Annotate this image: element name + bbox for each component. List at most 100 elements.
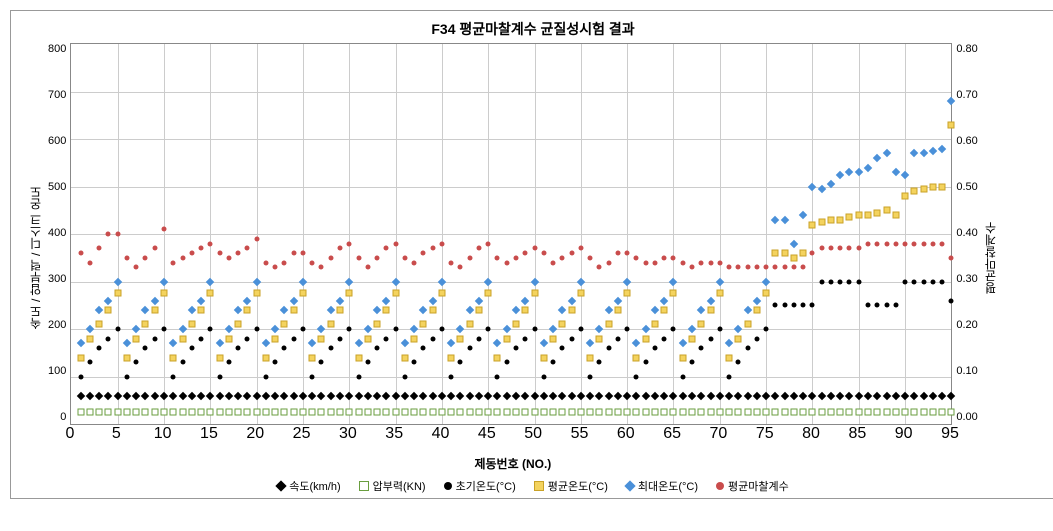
data-point [513,255,518,260]
data-point [142,321,149,328]
data-point [448,354,455,361]
data-point [597,265,602,270]
y-tick-left: 300 [48,273,66,285]
data-point [892,391,900,399]
data-point [419,306,427,314]
data-point [317,325,325,333]
data-point [827,391,835,399]
data-point [643,260,648,265]
data-point [744,409,751,416]
data-point [736,360,741,365]
data-point [189,346,194,351]
data-point [318,409,325,416]
data-point [355,354,362,361]
data-point [206,277,214,285]
data-point [438,290,445,297]
data-point [234,306,242,314]
data-point [280,306,288,314]
data-point [465,306,473,314]
data-point [141,306,149,314]
data-point [216,354,223,361]
data-point [317,391,325,399]
data-point [236,251,241,256]
data-point [569,336,574,341]
data-point [337,246,342,251]
data-point [393,241,398,246]
data-point [253,290,260,297]
data-point [625,327,630,332]
data-point [762,277,770,285]
data-point [134,360,139,365]
legend-item: 평균마찰계수 [716,478,789,494]
data-point [726,409,733,416]
data-point [939,183,946,190]
data-point [401,354,408,361]
data-point [588,374,593,379]
data-point [845,168,853,176]
data-point [559,321,566,328]
x-tick: 90 [895,425,913,443]
data-point [374,409,381,416]
data-point [143,346,148,351]
data-point [734,325,742,333]
data-point [854,168,862,176]
data-point [124,255,129,260]
data-point [95,391,103,399]
data-point [699,346,704,351]
data-point [828,246,833,251]
data-point [614,409,621,416]
data-point [401,339,409,347]
data-point [847,279,852,284]
data-point [634,374,639,379]
data-point [745,346,750,351]
y-tick-left: 600 [48,135,66,147]
data-point [345,277,353,285]
x-tick: 45 [478,425,496,443]
data-point [271,325,279,333]
data-point [188,321,195,328]
data-point [262,391,270,399]
data-point [327,409,334,416]
data-point [143,255,148,260]
data-point [541,251,546,256]
data-point [606,260,611,265]
legend-label: 초기온도(°C) [456,478,516,494]
data-point [382,391,390,399]
data-point [78,374,83,379]
data-point [178,325,186,333]
data-point [318,335,325,342]
data-point [716,391,724,399]
data-point [77,354,84,361]
data-point [188,391,196,399]
data-point [133,409,140,416]
data-point [486,327,491,332]
data-point [493,339,501,347]
data-point [263,374,268,379]
data-point [669,277,677,285]
data-point [800,250,807,257]
data-point [180,360,185,365]
data-point [401,409,408,416]
data-point [559,409,566,416]
data-point [660,391,668,399]
data-point [291,251,296,256]
data-point [827,216,834,223]
x-tick: 5 [112,425,121,443]
data-point [540,391,548,399]
data-point [706,296,714,304]
data-point [243,391,251,399]
data-point [632,339,640,347]
data-point [773,303,778,308]
data-point [289,296,297,304]
data-point [199,246,204,251]
data-point [113,391,121,399]
data-point [272,335,279,342]
data-point [892,409,899,416]
data-point [133,335,140,342]
data-point [243,296,251,304]
data-point [456,325,464,333]
data-point [282,346,287,351]
data-point [486,241,491,246]
data-point [123,409,130,416]
data-point [364,325,372,333]
